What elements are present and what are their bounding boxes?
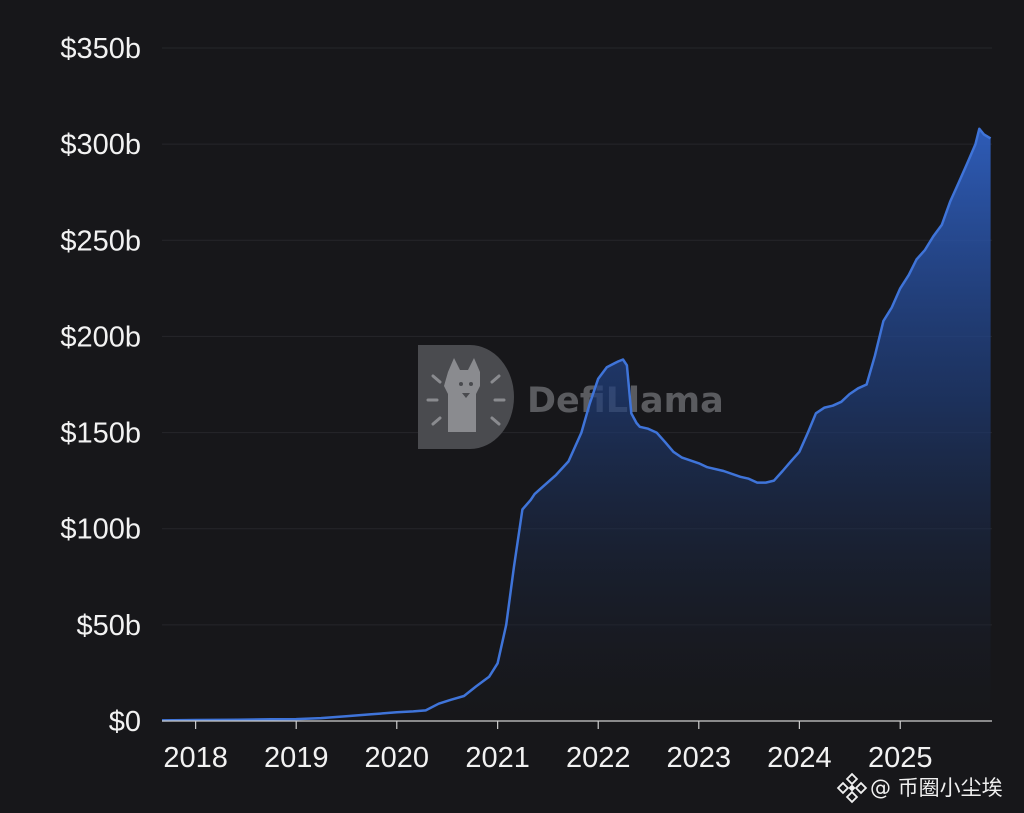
- x-axis-labels: 2018 2019 2020 2021 2022 2023 2024 2025: [163, 742, 932, 774]
- llama-logo-icon: [418, 345, 514, 449]
- credit: @ 币圈小尘埃: [836, 772, 1003, 804]
- x-tick-label: 2020: [365, 742, 430, 774]
- series-line: [161, 127, 992, 722]
- x-tick-label: 2023: [667, 742, 732, 774]
- binance-logo-icon: [836, 772, 868, 804]
- y-tick-label: $50b: [76, 610, 141, 642]
- x-tick-label: 2022: [566, 742, 631, 774]
- x-tick-label: 2024: [767, 742, 832, 774]
- y-tick-label: $200b: [60, 321, 141, 353]
- credit-label: @ 币圈小尘埃: [870, 776, 1003, 800]
- x-tick-label: 2018: [163, 742, 228, 774]
- x-tick-label: 2021: [465, 742, 530, 774]
- grid-lines: [162, 47, 992, 626]
- x-axis-ticks: [195, 721, 901, 729]
- defillama-watermark: DefiLlama: [418, 345, 724, 449]
- y-tick-label: $150b: [60, 418, 141, 450]
- x-tick-label: 2025: [868, 742, 933, 774]
- series-area: [162, 128, 991, 722]
- y-axis-labels: $0 $50b $100b $150b $200b $250b $300b $350b: [60, 33, 141, 738]
- y-tick-label: $350b: [60, 33, 141, 65]
- y-tick-label: $300b: [60, 129, 141, 161]
- x-tick-label: 2019: [264, 742, 329, 774]
- y-tick-label: $100b: [60, 514, 141, 546]
- y-tick-label: $250b: [60, 225, 141, 257]
- y-tick-label: $0: [109, 706, 141, 738]
